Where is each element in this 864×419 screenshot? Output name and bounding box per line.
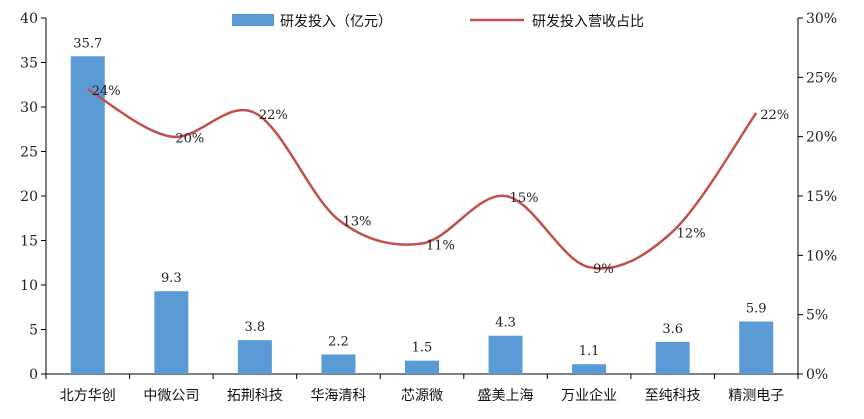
left-tick-label: 5 bbox=[29, 323, 38, 339]
bar bbox=[405, 360, 439, 374]
line-value-label: 22% bbox=[760, 108, 789, 123]
left-tick-label: 35 bbox=[20, 56, 38, 72]
legend: 研发投入（亿元） 研发投入营收占比 bbox=[232, 14, 644, 30]
bar-value-label: 35.7 bbox=[73, 36, 102, 51]
bar bbox=[572, 364, 607, 374]
bar bbox=[655, 341, 690, 374]
bar-value-label: 3.8 bbox=[245, 320, 266, 335]
bar-value-label: 4.3 bbox=[495, 316, 516, 331]
line-value-label: 13% bbox=[342, 215, 371, 230]
line-value-label: 15% bbox=[510, 191, 539, 206]
right-tick-label: 5% bbox=[806, 308, 828, 324]
left-tick-label: 0 bbox=[29, 367, 38, 383]
bar-value-label: 1.1 bbox=[579, 344, 600, 359]
left-tick-label: 30 bbox=[20, 100, 38, 116]
right-tick-label: 30% bbox=[806, 11, 837, 27]
category-label: 拓荆科技 bbox=[227, 388, 283, 404]
bar-value-label: 9.3 bbox=[161, 271, 182, 286]
bar bbox=[237, 340, 272, 374]
line-value-label: 11% bbox=[426, 238, 455, 253]
bar-value-label: 3.6 bbox=[662, 322, 683, 337]
line-value-label: 12% bbox=[677, 227, 706, 242]
bar bbox=[488, 335, 523, 374]
right-tick-label: 25% bbox=[806, 70, 837, 86]
category-label: 至纯科技 bbox=[645, 388, 701, 404]
bar bbox=[321, 354, 356, 374]
bars bbox=[70, 56, 774, 375]
line-value-label: 22% bbox=[259, 108, 288, 123]
line-value-label: 9% bbox=[593, 262, 614, 277]
bar bbox=[70, 56, 105, 375]
right-tick-label: 15% bbox=[806, 189, 837, 205]
category-label: 华海清科 bbox=[310, 388, 366, 404]
left-tick-label: 40 bbox=[20, 11, 38, 27]
legend-line-label: 研发投入营收占比 bbox=[532, 14, 644, 30]
ratio-line bbox=[87, 88, 758, 270]
axes: 0 5 10 15 20 25 30 35 40 0% 5% 10% 15% 20% 25% 30% 北方华创 中… bbox=[20, 11, 837, 404]
category-label: 北方华创 bbox=[60, 388, 116, 404]
right-tick-label: 10% bbox=[806, 248, 837, 264]
bar-value-label: 5.9 bbox=[746, 301, 767, 316]
legend-bar-label: 研发投入（亿元） bbox=[280, 14, 392, 30]
line-value-label: 24% bbox=[92, 84, 121, 99]
category-label: 芯源微 bbox=[401, 388, 443, 404]
legend-bar-swatch bbox=[232, 14, 274, 26]
left-tick-label: 20 bbox=[20, 189, 38, 205]
category-label: 中微公司 bbox=[143, 388, 199, 404]
bar bbox=[154, 291, 189, 374]
left-tick-label: 15 bbox=[20, 234, 38, 250]
right-tick-label: 0% bbox=[806, 367, 828, 383]
bar bbox=[739, 321, 774, 374]
bar-value-label: 1.5 bbox=[412, 341, 433, 356]
category-label: 精测电子 bbox=[728, 388, 784, 404]
category-label: 万业企业 bbox=[561, 387, 617, 404]
left-tick-label: 10 bbox=[20, 278, 38, 294]
right-tick-label: 20% bbox=[806, 130, 837, 146]
data-labels: 35.7 9.3 3.8 2.2 1.5 4.3 1.1 3.6 5.9 24% 20% 22% 13%… bbox=[73, 36, 789, 359]
left-tick-label: 25 bbox=[20, 145, 38, 161]
line-value-label: 20% bbox=[175, 132, 204, 147]
ratio-line-path bbox=[87, 88, 758, 270]
bar-value-label: 2.2 bbox=[328, 334, 349, 349]
category-label: 盛美上海 bbox=[478, 388, 534, 404]
